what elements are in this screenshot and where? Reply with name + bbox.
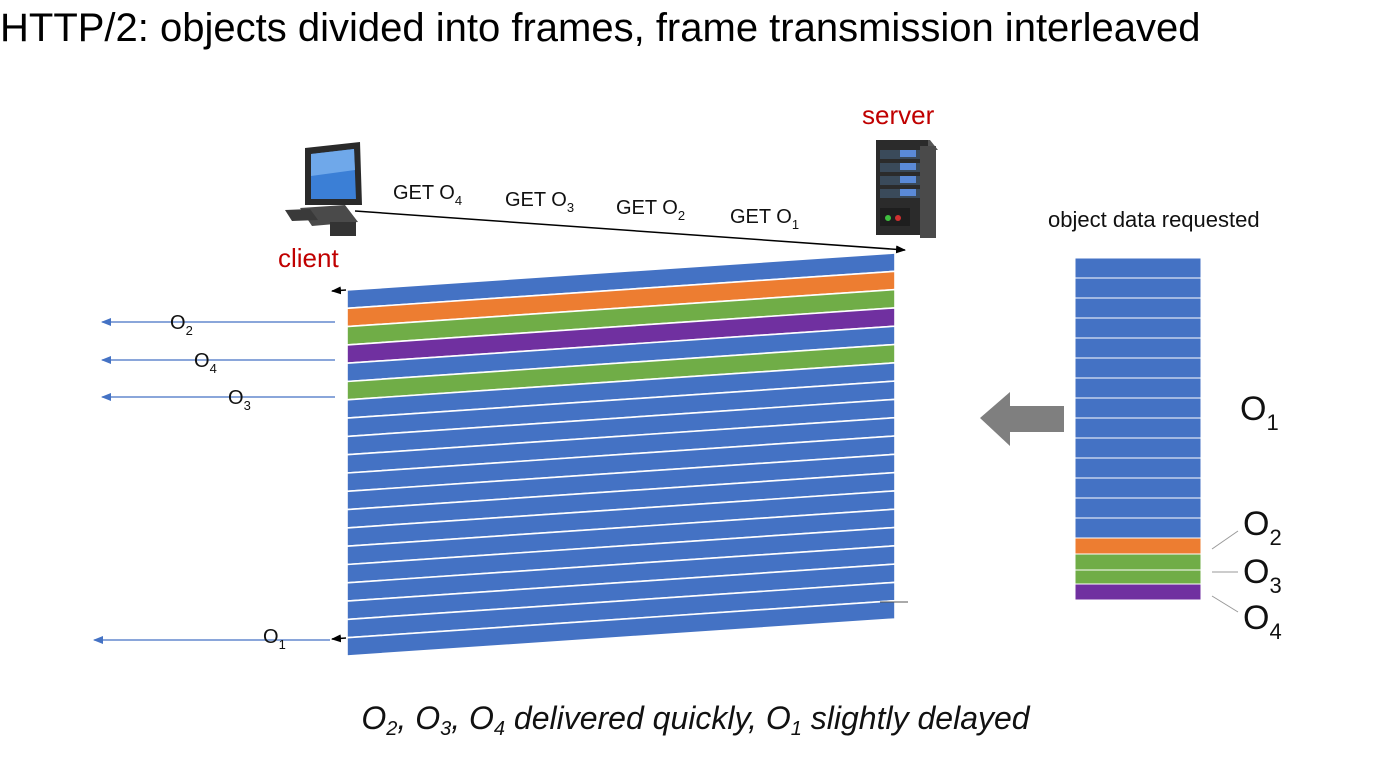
delivery-label-o3: O3 — [228, 387, 251, 413]
stack-block-o1 — [1074, 357, 1202, 379]
server-label: server — [862, 100, 935, 130]
get-o1-label: GET O1 — [730, 206, 799, 232]
leader-o2 — [1211, 530, 1239, 550]
stack-block-o1 — [1074, 277, 1202, 299]
frame-o1 — [346, 599, 896, 657]
stack-block-o1 — [1074, 457, 1202, 479]
stack-block-o1 — [1074, 297, 1202, 319]
caption: O2, O3, O4 delivered quickly, O1 slightl… — [0, 700, 1391, 741]
slide-title: HTTP/2: objects divided into frames, fra… — [0, 6, 1201, 50]
caption-part-1: O2 — [361, 700, 398, 740]
stack-block-o1 — [1074, 517, 1202, 539]
object-label-o1: O1 — [1240, 390, 1279, 435]
stack-block-o2 — [1074, 537, 1202, 555]
caption-part-5: slightly delayed — [801, 700, 1030, 736]
band-bottom-arrow — [331, 634, 347, 643]
stack-block-o3 — [1074, 553, 1202, 571]
object-data-requested-label: object data requested — [1048, 207, 1260, 232]
caption-part-2: , O3 — [397, 700, 452, 740]
leader-o4 — [1211, 595, 1239, 613]
band-top-arrow — [331, 286, 347, 295]
get-o2-label: GET O2 — [616, 197, 685, 223]
stack-block-o1 — [1074, 257, 1202, 279]
caption-part-4: delivered quickly, O1 — [505, 700, 802, 740]
stack-block-o1 — [1074, 417, 1202, 439]
server-icon — [876, 140, 938, 238]
object-label-o2: O2 — [1243, 505, 1282, 550]
delivery-label-o4: O4 — [194, 350, 217, 376]
client-label: client — [278, 243, 339, 273]
computer-icon — [285, 142, 362, 236]
object-label-o3: O3 — [1243, 553, 1282, 598]
left-arrow-icon — [980, 392, 1064, 446]
stack-block-o1 — [1074, 397, 1202, 419]
request-arrow — [354, 210, 906, 254]
delivery-label-o2: O2 — [170, 312, 193, 338]
stack-block-o1 — [1074, 477, 1202, 499]
object-label-o4: O4 — [1243, 599, 1282, 644]
frame-transmission-band — [346, 252, 896, 657]
object-data-stack — [1074, 257, 1202, 601]
caption-part-3: , O4 — [451, 700, 506, 740]
stack-block-o1 — [1074, 337, 1202, 359]
stack-block-o1 — [1074, 497, 1202, 519]
stack-block-o4 — [1074, 583, 1202, 601]
get-o3-label: GET O3 — [505, 189, 574, 215]
get-o4-label: GET O4 — [393, 182, 462, 208]
stack-block-o1 — [1074, 317, 1202, 339]
delivery-label-o1: O1 — [263, 626, 286, 652]
stack-block-o1 — [1074, 437, 1202, 459]
stack-block-o1 — [1074, 377, 1202, 399]
stack-block-o3 — [1074, 569, 1202, 585]
